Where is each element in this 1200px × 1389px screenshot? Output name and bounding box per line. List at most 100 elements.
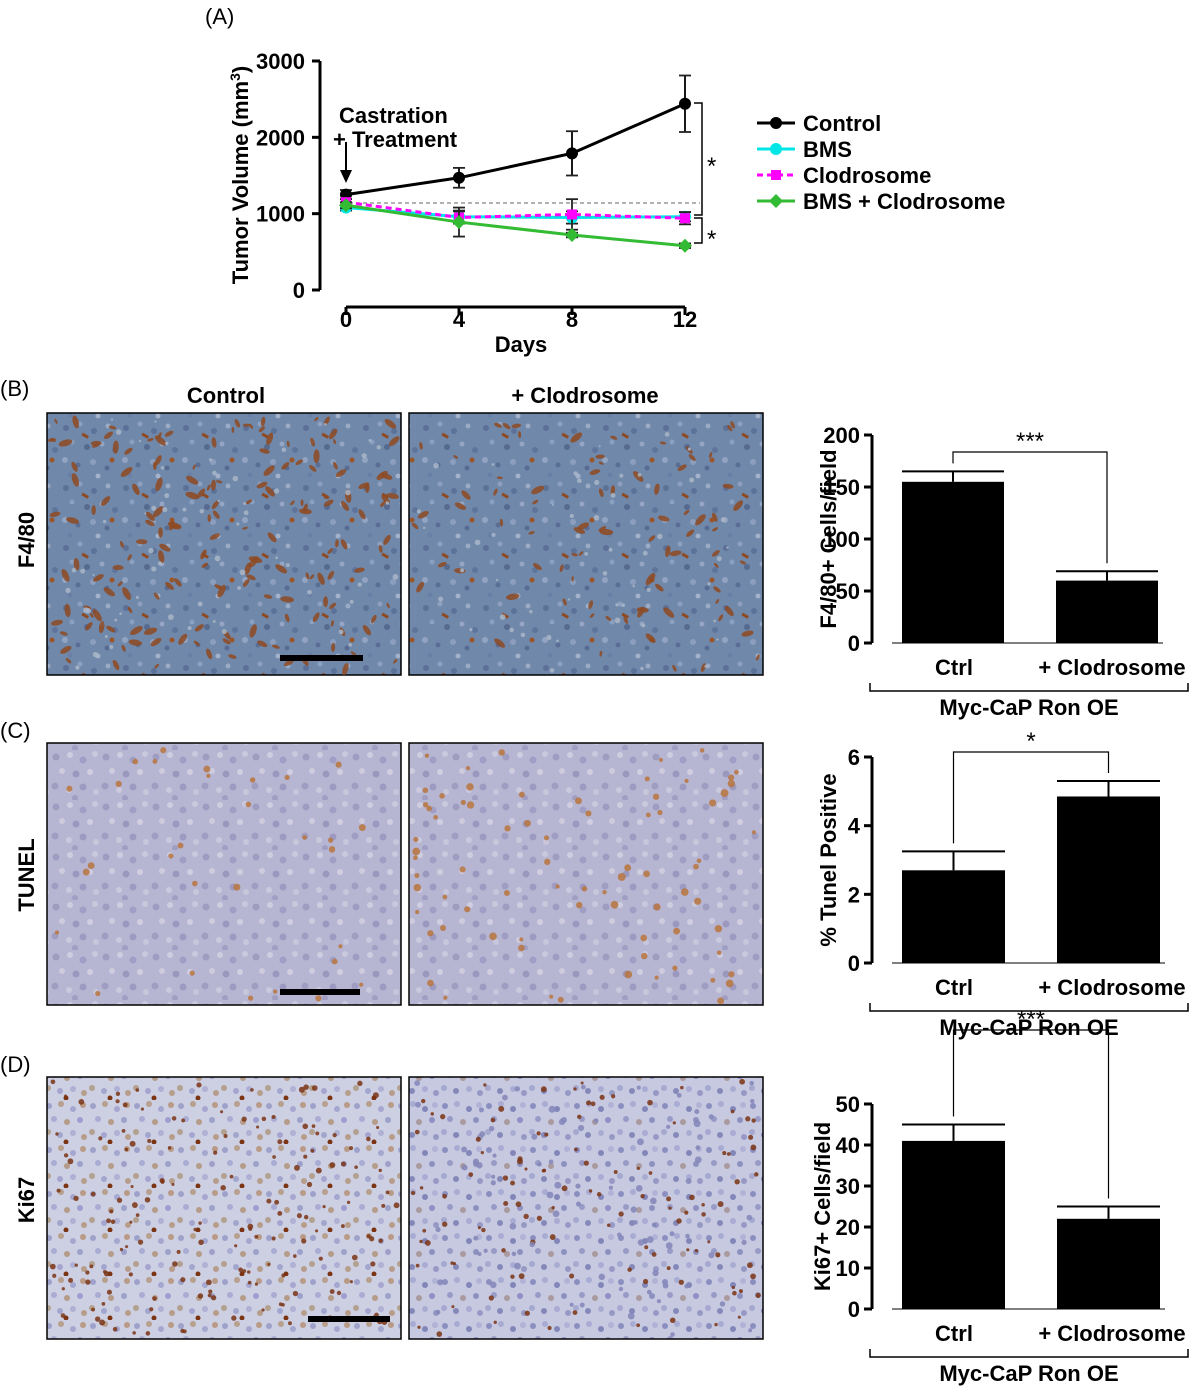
stained-cell bbox=[217, 584, 226, 598]
stained-cell bbox=[624, 864, 632, 872]
stained-cell bbox=[177, 842, 184, 849]
significance-stars: *** bbox=[1016, 428, 1044, 455]
stained-cell bbox=[185, 491, 200, 500]
stained-cell bbox=[611, 1094, 616, 1099]
stained-cell bbox=[271, 1114, 276, 1120]
stained-cell bbox=[278, 1302, 283, 1307]
stained-cell bbox=[348, 643, 352, 647]
stained-cell bbox=[694, 1248, 699, 1253]
y-tick-label: 10 bbox=[836, 1256, 860, 1281]
stained-cell bbox=[672, 664, 677, 672]
stained-cell bbox=[237, 586, 241, 590]
legend-marker bbox=[770, 117, 782, 129]
stained-cell bbox=[92, 573, 95, 577]
stained-cell bbox=[119, 1247, 124, 1252]
stained-cell bbox=[610, 435, 618, 440]
stained-cell bbox=[273, 488, 280, 494]
stained-cell bbox=[182, 507, 187, 512]
stained-cell bbox=[114, 618, 118, 622]
stained-cell bbox=[174, 578, 182, 587]
stained-cell bbox=[102, 519, 107, 524]
stained-cell bbox=[668, 1206, 672, 1210]
stained-cell bbox=[305, 572, 310, 580]
stained-cell bbox=[234, 1244, 238, 1248]
stained-cell bbox=[165, 581, 174, 590]
stained-cell bbox=[98, 620, 105, 634]
stained-cell bbox=[419, 442, 423, 450]
stained-cell bbox=[211, 1295, 217, 1301]
stained-cell bbox=[329, 1289, 335, 1294]
stained-cell bbox=[596, 1192, 602, 1197]
micrograph-f480-control bbox=[46, 412, 402, 676]
stained-cell bbox=[61, 569, 70, 582]
stained-cell bbox=[461, 490, 471, 500]
stained-cell bbox=[450, 1261, 454, 1265]
stained-cell bbox=[239, 569, 246, 576]
stained-cell bbox=[575, 1183, 581, 1189]
stained-cell bbox=[119, 612, 122, 615]
stained-cell bbox=[263, 594, 273, 599]
stained-cell bbox=[222, 638, 231, 645]
stained-cell bbox=[144, 1197, 151, 1203]
significance-stars: * bbox=[1026, 728, 1035, 755]
stained-cell bbox=[519, 937, 524, 942]
stained-cell bbox=[505, 593, 520, 600]
stained-cell bbox=[585, 810, 592, 817]
stained-cell bbox=[201, 562, 209, 568]
stained-cell bbox=[569, 513, 574, 519]
stained-cell bbox=[676, 1092, 682, 1098]
stained-cell bbox=[693, 863, 699, 870]
stained-cell bbox=[85, 1270, 90, 1275]
stained-cell bbox=[117, 581, 123, 587]
stained-cell bbox=[569, 1302, 574, 1307]
data-point bbox=[339, 198, 353, 213]
stained-cell bbox=[68, 1277, 74, 1283]
stained-cell bbox=[413, 836, 419, 843]
stained-cell bbox=[231, 1315, 237, 1321]
stained-cell bbox=[670, 1332, 675, 1337]
stained-cell bbox=[643, 1278, 649, 1285]
stained-cell bbox=[642, 550, 648, 556]
stained-cell bbox=[138, 439, 142, 443]
stained-cell bbox=[303, 1154, 308, 1159]
stained-cell bbox=[695, 1145, 701, 1151]
stained-cell bbox=[556, 639, 559, 643]
stained-cell bbox=[714, 925, 723, 933]
stained-cell bbox=[618, 1211, 624, 1217]
stained-cell bbox=[411, 522, 419, 530]
stained-cell bbox=[294, 1164, 300, 1171]
stained-cell bbox=[657, 533, 663, 540]
scale-bar bbox=[280, 655, 363, 661]
stained-cell bbox=[103, 587, 115, 597]
stained-cell bbox=[594, 479, 600, 486]
stained-cell bbox=[155, 477, 163, 492]
stained-cell bbox=[109, 1209, 114, 1214]
stained-cell bbox=[663, 607, 675, 618]
stained-cell bbox=[309, 574, 315, 580]
stained-cell bbox=[243, 510, 249, 516]
stained-cell bbox=[737, 1315, 741, 1319]
y-tick-label: 0 bbox=[848, 951, 860, 976]
stained-cell bbox=[748, 1328, 753, 1333]
stained-cell bbox=[49, 511, 61, 518]
x-tick-label-a: 4 bbox=[453, 307, 466, 332]
stained-cell bbox=[475, 1136, 481, 1142]
stained-cell bbox=[548, 1159, 554, 1165]
stained-cell bbox=[412, 847, 421, 856]
stained-cell bbox=[350, 651, 357, 656]
stained-cell bbox=[328, 846, 336, 853]
y-tick-label: 100 bbox=[823, 527, 860, 552]
stained-cell bbox=[665, 1242, 673, 1249]
stained-cell bbox=[590, 1101, 596, 1107]
stained-cell bbox=[271, 1236, 276, 1241]
castration-annotation-line1: Castration bbox=[339, 103, 448, 128]
stained-cell bbox=[157, 432, 162, 438]
stained-cell bbox=[164, 430, 174, 437]
stained-cell bbox=[724, 605, 734, 617]
stained-cell bbox=[648, 535, 656, 542]
stained-cell bbox=[464, 906, 471, 913]
stained-cell bbox=[472, 1158, 480, 1165]
data-point bbox=[680, 213, 690, 224]
stained-cell bbox=[438, 596, 444, 602]
y-tick-label: 200 bbox=[823, 423, 860, 448]
